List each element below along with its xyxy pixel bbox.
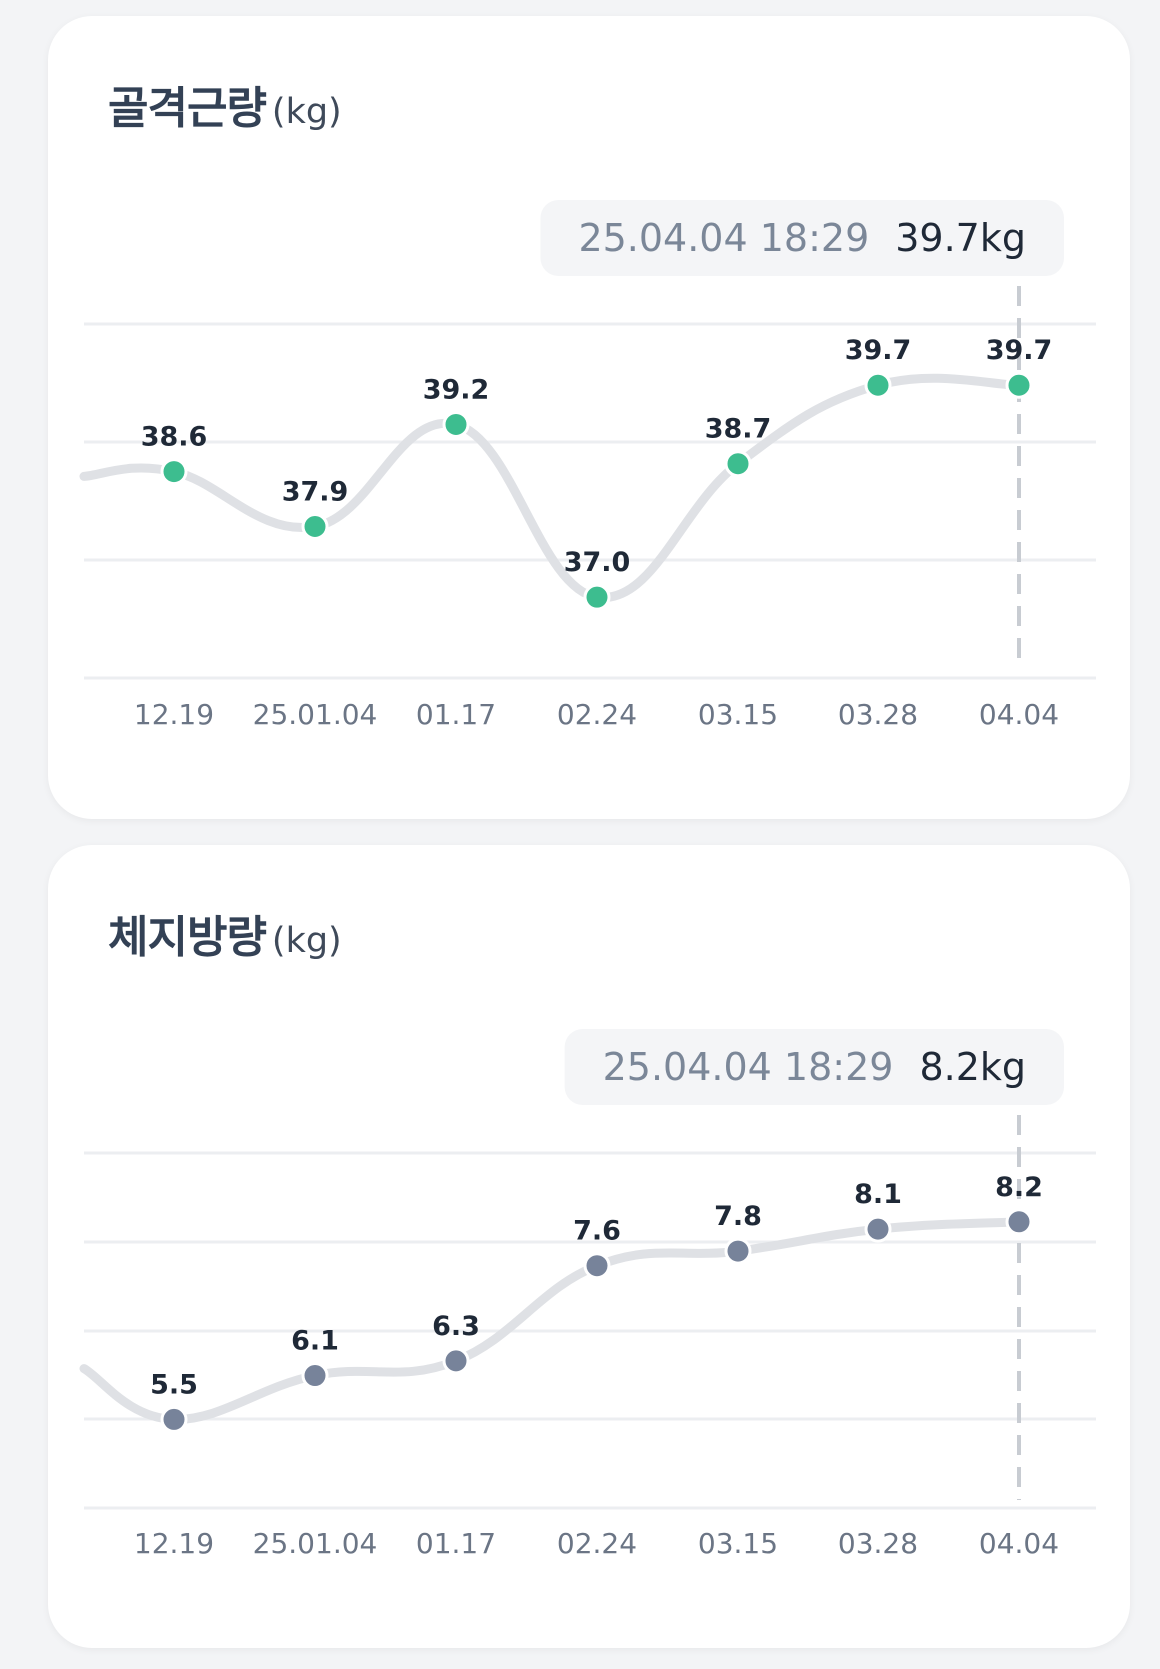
x-tick-label: 02.24 (557, 698, 637, 731)
x-tick-label: 25.01.04 (253, 1527, 378, 1560)
data-label: 39.7 (986, 335, 1053, 366)
data-point[interactable] (1005, 371, 1033, 399)
x-tick-label: 04.04 (979, 1527, 1059, 1560)
data-label: 5.5 (150, 1369, 198, 1400)
skeletal-muscle-chart[interactable]: 38.6 37.9 39.2 37.0 38.7 39.7 39.7 12.19 25.01.0… (48, 16, 1130, 819)
tooltip-date: 25.04.04 18:29 (603, 1045, 894, 1089)
chart-unit: (kg) (271, 921, 342, 961)
data-point[interactable] (724, 450, 752, 478)
series-line (79, 1217, 1024, 1424)
tooltip-value: 39.7kg (895, 216, 1026, 260)
data-point[interactable] (864, 1215, 892, 1243)
tooltip-box (564, 1029, 1064, 1105)
data-point[interactable] (301, 513, 329, 541)
tooltip-box (540, 200, 1064, 276)
chart-unit: (kg) (271, 92, 342, 132)
data-label: 8.2 (995, 1172, 1043, 1203)
data-label: 37.0 (564, 547, 631, 578)
x-tick-label: 12.19 (134, 1527, 214, 1560)
data-point[interactable] (301, 1362, 329, 1390)
skeletal-muscle-card: 골격근량 (kg) 38.6 37.9 39.2 37.0 38.7 39.7 39.7 12.… (48, 16, 1130, 819)
body-fat-card: 체지방량 (kg) 5.5 6.1 6.3 7.6 7.8 8.1 8.2 12.19 25.01… (48, 845, 1130, 1648)
data-label: 7.8 (714, 1201, 762, 1232)
data-label: 6.1 (291, 1326, 339, 1357)
data-label: 7.6 (573, 1216, 621, 1247)
tooltip-value: 8.2kg (919, 1045, 1026, 1089)
skeletal-muscle-title: 골격근량 (kg) (108, 72, 342, 136)
data-label: 39.7 (845, 335, 912, 366)
data-point[interactable] (1005, 1208, 1033, 1236)
data-label: 38.7 (705, 414, 772, 445)
data-point[interactable] (160, 1405, 188, 1433)
x-tick-label: 12.19 (134, 698, 214, 731)
data-point[interactable] (724, 1237, 752, 1265)
data-label: 6.3 (432, 1311, 480, 1342)
x-tick-label: 04.04 (979, 698, 1059, 731)
data-label: 38.6 (141, 422, 208, 453)
x-tick-label: 03.28 (838, 1527, 918, 1560)
data-point[interactable] (442, 410, 470, 438)
chart-title: 골격근량 (108, 83, 267, 134)
data-point[interactable] (864, 371, 892, 399)
data-label: 37.9 (282, 477, 349, 508)
data-label: 39.2 (423, 374, 490, 405)
x-tick-label: 25.01.04 (253, 698, 378, 731)
data-point[interactable] (442, 1347, 470, 1375)
series-line (79, 373, 1024, 602)
tooltip: 25.04.04 18:29 39.7kg (540, 200, 1064, 276)
body-fat-title: 체지방량 (kg) (108, 901, 342, 965)
data-point[interactable] (583, 1252, 611, 1280)
x-tick-label: 03.15 (698, 1527, 778, 1560)
x-tick-label: 03.28 (838, 698, 918, 731)
tooltip-date: 25.04.04 18:29 (578, 216, 869, 260)
data-point[interactable] (160, 458, 188, 486)
x-tick-label: 02.24 (557, 1527, 637, 1560)
tooltip: 25.04.04 18:29 8.2kg (564, 1029, 1064, 1105)
x-tick-label: 01.17 (416, 1527, 496, 1560)
data-point[interactable] (583, 583, 611, 611)
x-tick-label: 03.15 (698, 698, 778, 731)
body-fat-chart[interactable]: 5.5 6.1 6.3 7.6 7.8 8.1 8.2 12.19 25.01.04 01.17 0… (48, 845, 1130, 1648)
data-label: 8.1 (854, 1179, 902, 1210)
x-tick-label: 01.17 (416, 698, 496, 731)
chart-title: 체지방량 (108, 912, 267, 963)
